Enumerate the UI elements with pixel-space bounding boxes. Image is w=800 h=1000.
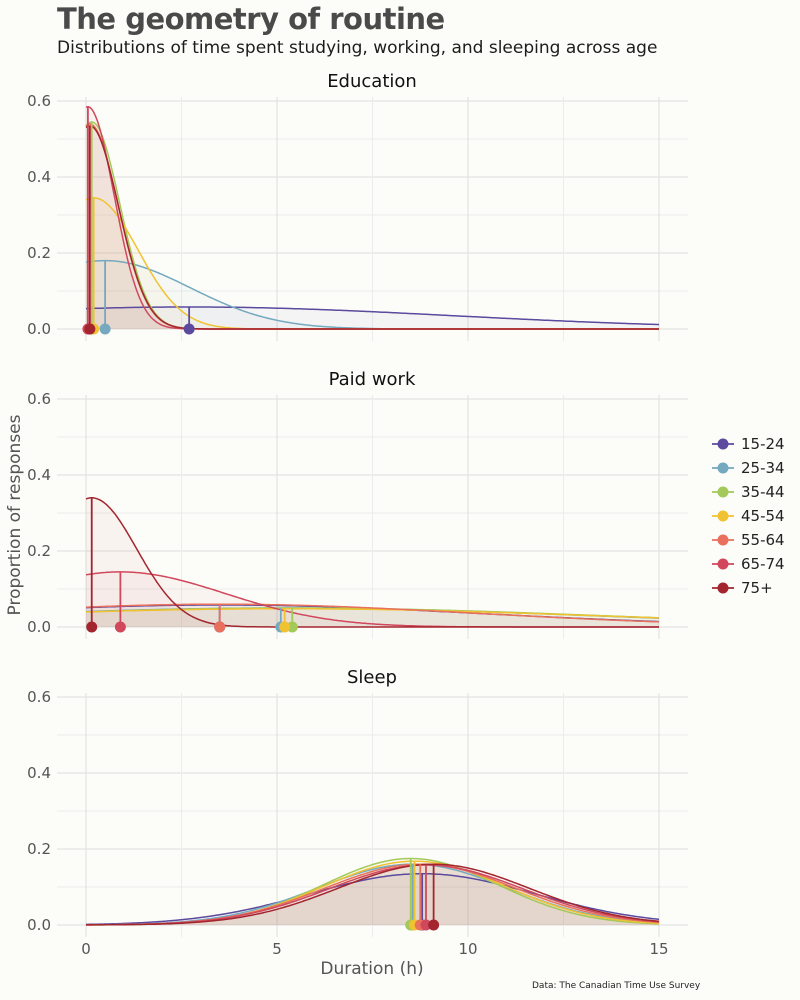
panel-education: 0.0 0.2 0.4 0.6 Education (27, 71, 688, 341)
density-area (86, 864, 659, 925)
density-line (86, 863, 660, 926)
density-area (86, 197, 659, 329)
mean-point (420, 919, 432, 931)
mean-point (279, 621, 291, 633)
y-tick-label: 0.0 (27, 320, 51, 338)
legend-label: 55-64 (741, 531, 785, 549)
density-area (86, 121, 659, 330)
mean-point (86, 621, 98, 633)
y-tick-label: 0.4 (27, 168, 51, 186)
legend-marker (717, 462, 729, 474)
legend-marker (717, 486, 729, 498)
legend-label: 25-34 (741, 459, 785, 477)
chart-title: The geometry of routine (57, 2, 445, 36)
density-area (86, 307, 659, 329)
mean-point (114, 621, 126, 633)
density-area (86, 864, 659, 925)
density-area (86, 858, 659, 925)
legend: 15-24 25-34 35-44 45-54 55-64 65-74 75+ (712, 435, 785, 597)
mean-point (84, 323, 96, 335)
density-area (86, 605, 659, 627)
y-tick-label: 0.0 (27, 618, 51, 636)
density-area (86, 125, 659, 329)
legend-label: 35-44 (741, 483, 785, 501)
y-tick-label: 0.0 (27, 916, 51, 934)
legend-label: 45-54 (741, 507, 785, 525)
density-line (85, 306, 659, 326)
y-tick-label: 0.6 (27, 92, 51, 110)
legend-item: 55-64 (712, 531, 785, 549)
panel-sleep: 0.0 0.2 0.4 0.6 Sleep (27, 667, 688, 937)
density-area (86, 861, 659, 925)
y-tick-label: 0.6 (27, 390, 51, 408)
density-line (86, 603, 660, 623)
density-line (85, 497, 659, 628)
x-tick-label: 10 (458, 940, 477, 958)
density-area (86, 608, 659, 627)
density-area (86, 260, 659, 329)
legend-item: 45-54 (712, 507, 785, 525)
density-line (85, 124, 659, 330)
y-tick-label: 0.2 (27, 244, 51, 262)
y-tick-label: 0.4 (27, 764, 51, 782)
legend-label: 75+ (741, 579, 773, 597)
legend-marker (717, 510, 729, 522)
density-area (86, 873, 659, 925)
legend-marker (717, 438, 729, 450)
density-area (86, 497, 659, 627)
density-area (86, 604, 659, 627)
x-tick-label: 0 (81, 940, 91, 958)
legend-item: 75+ (712, 579, 773, 597)
legend-marker (717, 582, 729, 594)
legend-marker (717, 534, 729, 546)
y-tick-label: 0.4 (27, 466, 51, 484)
density-area (86, 865, 659, 925)
mean-point (214, 621, 226, 633)
x-tick-label: 15 (649, 940, 668, 958)
legend-item: 65-74 (712, 555, 785, 573)
density-area (86, 123, 659, 329)
legend-item: 35-44 (712, 483, 785, 501)
x-axis-title: Duration (h) (320, 959, 423, 979)
y-tick-label: 0.2 (27, 542, 51, 560)
x-tick-label: 5 (272, 940, 282, 958)
density-area (86, 571, 659, 627)
legend-label: 65-74 (741, 555, 785, 573)
facet-title: Sleep (347, 667, 397, 688)
facet-title: Paid work (329, 369, 416, 390)
mean-point (99, 323, 111, 335)
mean-point (428, 919, 440, 931)
legend-item: 15-24 (712, 435, 785, 453)
legend-marker (717, 558, 729, 570)
facet-title: Education (327, 71, 417, 92)
mean-point (183, 323, 195, 335)
mean-point (286, 621, 298, 633)
density-area (86, 864, 659, 925)
panel-paid-work: 0.0 0.2 0.4 0.6 Paid work (27, 369, 688, 639)
legend-item: 25-34 (712, 459, 785, 477)
chart-subtitle: Distributions of time spent studying, wo… (57, 38, 658, 58)
y-axis-title: Proportion of responses (5, 414, 25, 615)
y-tick-label: 0.2 (27, 840, 51, 858)
legend-label: 15-24 (741, 435, 785, 453)
data-source-caption: Data: The Canadian Time Use Survey (532, 981, 701, 991)
y-tick-label: 0.6 (27, 688, 51, 706)
